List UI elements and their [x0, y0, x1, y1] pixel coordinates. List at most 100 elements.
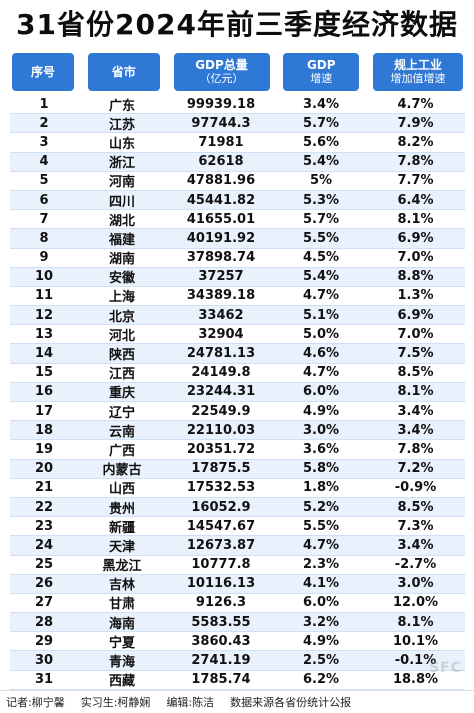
header-gdp-line1: GDP总量: [195, 58, 248, 72]
cell-industry: 12.0%: [392, 595, 439, 611]
footer-intern: 实习生:柯静娴: [80, 696, 151, 709]
cell-growth: 4.7%: [302, 537, 340, 553]
cell-growth: 2.3%: [302, 557, 340, 573]
cell-gdp: 45441.82: [186, 192, 256, 208]
cell-industry: 7.2%: [397, 461, 434, 477]
cell-rank: 1: [39, 96, 49, 112]
cell-growth: 4.9%: [302, 403, 340, 419]
cell-province: 湖南: [108, 252, 135, 268]
page-title: 31省份2024年前三季度经济数据: [16, 8, 458, 41]
cell-province: 黑龙江: [102, 559, 142, 575]
table-row: 19 广西 20351.72 3.6% 7.8%: [10, 440, 465, 460]
cell-growth: 5.7%: [302, 211, 340, 227]
cell-gdp: 32904: [198, 326, 244, 342]
table-row: 11 上海 34389.18 4.7% 1.3%: [10, 286, 465, 307]
cell-growth: 6.0%: [302, 384, 340, 400]
table-row: 7 湖北 41655.01 5.7% 8.1%: [10, 210, 465, 230]
cell-growth: 3.2%: [302, 614, 340, 630]
cell-province: 上海: [108, 290, 135, 306]
cell-province: 宁夏: [108, 635, 135, 651]
cell-gdp: 40191.92: [186, 230, 256, 246]
cell-gdp: 10116.13: [186, 576, 256, 592]
cell-province: 安徽: [108, 271, 135, 287]
cell-rank: 7: [39, 211, 49, 227]
cell-gdp: 2741.19: [191, 653, 251, 669]
cell-industry: 7.0%: [397, 250, 434, 266]
cell-rank: 18: [34, 422, 54, 438]
cell-rank: 16: [34, 384, 54, 400]
cell-industry: 3.0%: [397, 576, 434, 592]
cell-gdp: 37257: [198, 269, 244, 285]
cell-rank: 27: [34, 595, 54, 611]
cell-growth: 3.6%: [302, 441, 340, 457]
cell-gdp: 71981: [198, 134, 244, 150]
cell-province: 青海: [108, 655, 135, 671]
cell-gdp: 12673.87: [186, 537, 256, 553]
table-body: 1 广东 99939.18 3.4% 4.7% 2 江苏 97744.3 5.7% 7.9% 3 山东…: [10, 95, 465, 690]
cell-rank: 6: [39, 192, 49, 208]
cell-rank: 21: [34, 480, 54, 496]
cell-rank: 5: [39, 173, 49, 189]
cell-gdp: 17532.53: [186, 480, 256, 496]
cell-growth: 5.4%: [302, 269, 340, 285]
cell-province: 河北: [108, 328, 135, 344]
footer-source: 数据来源各省份统计公报: [230, 696, 352, 709]
cell-gdp: 9126.3: [195, 595, 247, 611]
cell-industry: 3.4%: [397, 537, 434, 553]
cell-gdp: 16052.9: [191, 499, 251, 515]
table-row: 3 山东 71981 5.6% 8.2%: [10, 133, 465, 153]
cell-industry: 6.9%: [397, 230, 434, 246]
cell-rank: 11: [34, 288, 54, 304]
cell-industry: 4.7%: [397, 96, 434, 112]
table-row: 10 安徽 37257 5.4% 8.8%: [10, 267, 465, 287]
cell-gdp: 23244.31: [186, 384, 256, 400]
header-rank: 序号: [12, 53, 74, 91]
header-industry-line1: 规上工业: [393, 58, 442, 72]
cell-growth: 6.0%: [302, 595, 340, 611]
cell-growth: 5.5%: [302, 230, 340, 246]
cell-gdp: 24149.8: [191, 365, 251, 381]
cell-gdp: 1785.74: [191, 672, 251, 688]
table-row: 12 北京 33462 5.1% 6.9%: [10, 306, 465, 326]
cell-growth: 4.6%: [302, 346, 340, 362]
cell-growth: 5.1%: [302, 307, 340, 323]
cell-rank: 9: [39, 250, 49, 266]
cell-province: 北京: [108, 309, 135, 325]
table-row: 20 内蒙古 17875.5 5.8% 7.2%: [10, 459, 465, 479]
cell-growth: 3.4%: [302, 96, 340, 112]
cell-industry: 8.1%: [397, 211, 434, 227]
cell-rank: 20: [34, 461, 54, 477]
cell-growth: 2.5%: [302, 653, 340, 669]
cell-gdp: 10777.8: [191, 557, 251, 573]
cell-industry: 7.9%: [397, 115, 434, 131]
header-industry-line2: 增加值增速: [390, 72, 446, 85]
header-gdp: GDP总量 （亿元）: [173, 53, 270, 91]
cell-growth: 5.6%: [302, 134, 340, 150]
cell-province: 湖北: [108, 213, 135, 229]
table-row: 24 天津 12673.87 4.7% 3.4%: [10, 536, 465, 556]
table-row: 16 重庆 23244.31 6.0% 8.1%: [10, 382, 465, 402]
cell-gdp: 14547.67: [186, 518, 256, 534]
cell-industry: 8.1%: [397, 384, 434, 400]
cell-gdp: 33462: [198, 307, 244, 323]
cell-growth: 5.2%: [302, 499, 340, 515]
cell-province: 广西: [108, 443, 135, 459]
cell-province: 江西: [108, 367, 135, 383]
cell-growth: 4.5%: [302, 250, 340, 266]
cell-province: 内蒙古: [102, 463, 142, 479]
cell-gdp: 3860.43: [191, 633, 251, 649]
cell-rank: 26: [34, 576, 54, 592]
header-growth-line1: GDP: [306, 58, 336, 72]
cell-rank: 22: [34, 499, 54, 515]
table-header: 序号 省市 GDP总量 （亿元） GDP 增速 规上工业 增加值增速: [10, 50, 465, 94]
cell-rank: 13: [34, 326, 54, 342]
cell-rank: 10: [34, 269, 54, 285]
cell-rank: 3: [39, 134, 49, 150]
cell-industry: 8.5%: [397, 365, 434, 381]
cell-province: 四川: [108, 194, 135, 210]
cell-province: 云南: [108, 424, 135, 440]
cell-province: 天津: [108, 539, 135, 555]
table-row: 5 河南 47881.96 5% 7.7%: [10, 171, 465, 191]
cell-rank: 29: [34, 633, 54, 649]
cell-rank: 31: [34, 672, 54, 688]
